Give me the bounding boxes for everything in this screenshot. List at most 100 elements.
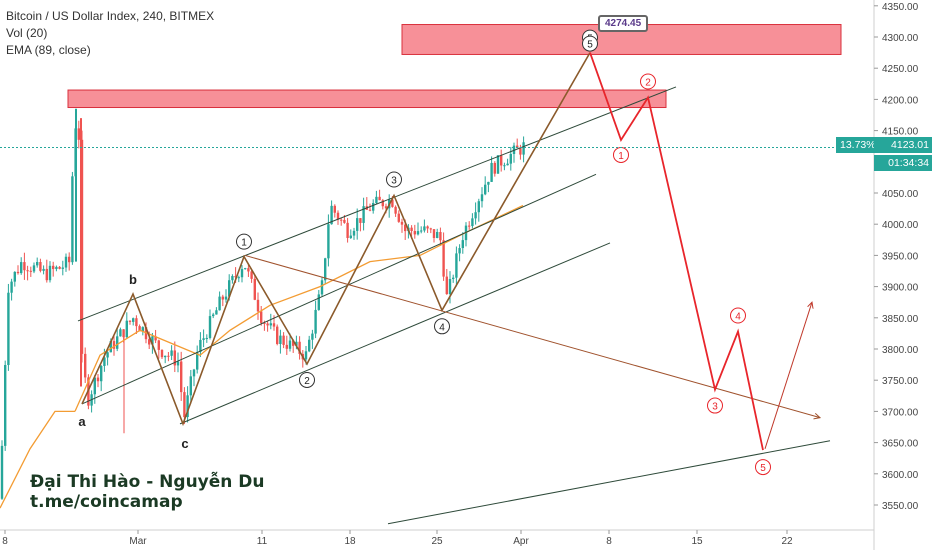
candle-body — [93, 377, 96, 395]
candle-body — [343, 219, 346, 223]
projected-wave-label-1: 1 — [618, 151, 624, 162]
candle-body — [138, 326, 141, 332]
candle-body — [221, 296, 224, 300]
price-tick-label: 3750.00 — [882, 376, 919, 387]
resistance-zone — [67, 89, 667, 109]
ema-line — [0, 410, 75, 509]
candle-body — [378, 196, 381, 201]
candle-body — [84, 353, 87, 378]
candle-body — [288, 340, 292, 349]
candle-body — [279, 335, 282, 344]
wave-label-c: c — [181, 436, 188, 451]
candle-body — [346, 222, 349, 238]
candle-body — [250, 271, 253, 279]
candle-body — [484, 184, 487, 195]
projected-wave-label-5: 5 — [760, 463, 766, 474]
candle-body — [519, 148, 522, 155]
candle-body — [410, 227, 413, 232]
candle-body — [372, 202, 375, 211]
candle-body — [487, 181, 490, 185]
candle-body — [282, 335, 285, 345]
candle-body — [266, 323, 269, 326]
candle-body — [186, 395, 189, 418]
candle-body — [141, 327, 144, 332]
wave-marker-4 — [434, 318, 450, 335]
price-tick-label: 3550.00 — [882, 501, 919, 512]
candle-body — [394, 206, 397, 214]
candle-body — [218, 296, 221, 311]
candle-body — [368, 209, 372, 211]
candle-body — [256, 299, 260, 312]
symbol-title[interactable]: Bitcoin / US Dollar Index, 240, BITMEX — [6, 9, 215, 23]
candle-body — [202, 338, 205, 340]
wave-label-2: 2 — [304, 376, 310, 387]
wave-label-1: 1 — [241, 238, 247, 249]
candle-body — [68, 256, 71, 263]
candle-body — [176, 361, 180, 366]
candle-body — [295, 341, 298, 346]
historical-wave-line — [81, 52, 591, 427]
chart-legend: Bitcoin / US Dollar Index, 240, BITMEX V… — [6, 8, 214, 59]
volume-indicator-label[interactable]: Vol (20) — [6, 26, 48, 40]
change-percent-badge: 13.73% — [836, 137, 880, 153]
candle-body — [269, 323, 272, 326]
candle-body — [416, 231, 420, 235]
price-tick-label: 3650.00 — [882, 439, 919, 450]
price-tick-label: 3600.00 — [882, 470, 919, 481]
candle-body — [26, 270, 29, 272]
candles-group — [0, 120, 525, 500]
candle-body — [413, 231, 416, 235]
time-tick-label: Mar — [129, 536, 147, 547]
candle-body — [32, 265, 36, 272]
candle-body — [461, 240, 464, 249]
candle-body — [352, 230, 356, 236]
candle-body — [247, 268, 250, 272]
wave-label-a: a — [78, 414, 86, 429]
candle-body — [61, 267, 64, 269]
candle-body — [148, 339, 151, 345]
candle-body — [29, 270, 32, 272]
candle-body — [480, 194, 484, 202]
projected-wave-marker-4 — [730, 307, 746, 324]
candle-body — [455, 253, 458, 278]
candle-body — [426, 226, 429, 229]
price-callout[interactable]: 4274.45 — [598, 15, 649, 32]
candle-body — [320, 280, 324, 295]
candle-body — [71, 176, 74, 263]
candle-body — [263, 322, 266, 324]
candle-body — [116, 336, 119, 349]
wave-marker-5-top — [582, 35, 598, 52]
candle-body — [285, 344, 288, 349]
candle-body — [506, 163, 509, 166]
candle-body — [490, 162, 493, 182]
wave-marker-2 — [299, 371, 315, 388]
candle-body — [375, 196, 378, 203]
candle-body — [154, 336, 157, 341]
candle-body — [429, 228, 432, 230]
candle-body — [381, 200, 384, 207]
candle-body — [164, 355, 167, 358]
candle-body — [496, 155, 500, 174]
price-tick-label: 3800.00 — [882, 345, 919, 356]
candle-body — [64, 256, 68, 268]
candle-body — [397, 213, 400, 222]
candle-body — [474, 212, 477, 219]
time-tick-label: 22 — [781, 536, 793, 547]
candle-body — [420, 230, 423, 232]
candle-body — [260, 311, 263, 323]
trend-line — [77, 86, 677, 322]
candle-body — [298, 341, 301, 354]
ema-indicator-label[interactable]: EMA (89, close) — [6, 43, 91, 57]
candle-body — [493, 162, 496, 174]
wave-marker-1 — [236, 233, 252, 250]
candle-body — [231, 276, 234, 281]
candle-body — [468, 225, 471, 227]
candle-body — [503, 165, 506, 167]
candle-body — [205, 337, 208, 339]
wave-marker-3 — [386, 171, 402, 188]
candle-body — [324, 258, 327, 281]
candle-body — [253, 278, 256, 300]
candle-body — [522, 142, 525, 155]
